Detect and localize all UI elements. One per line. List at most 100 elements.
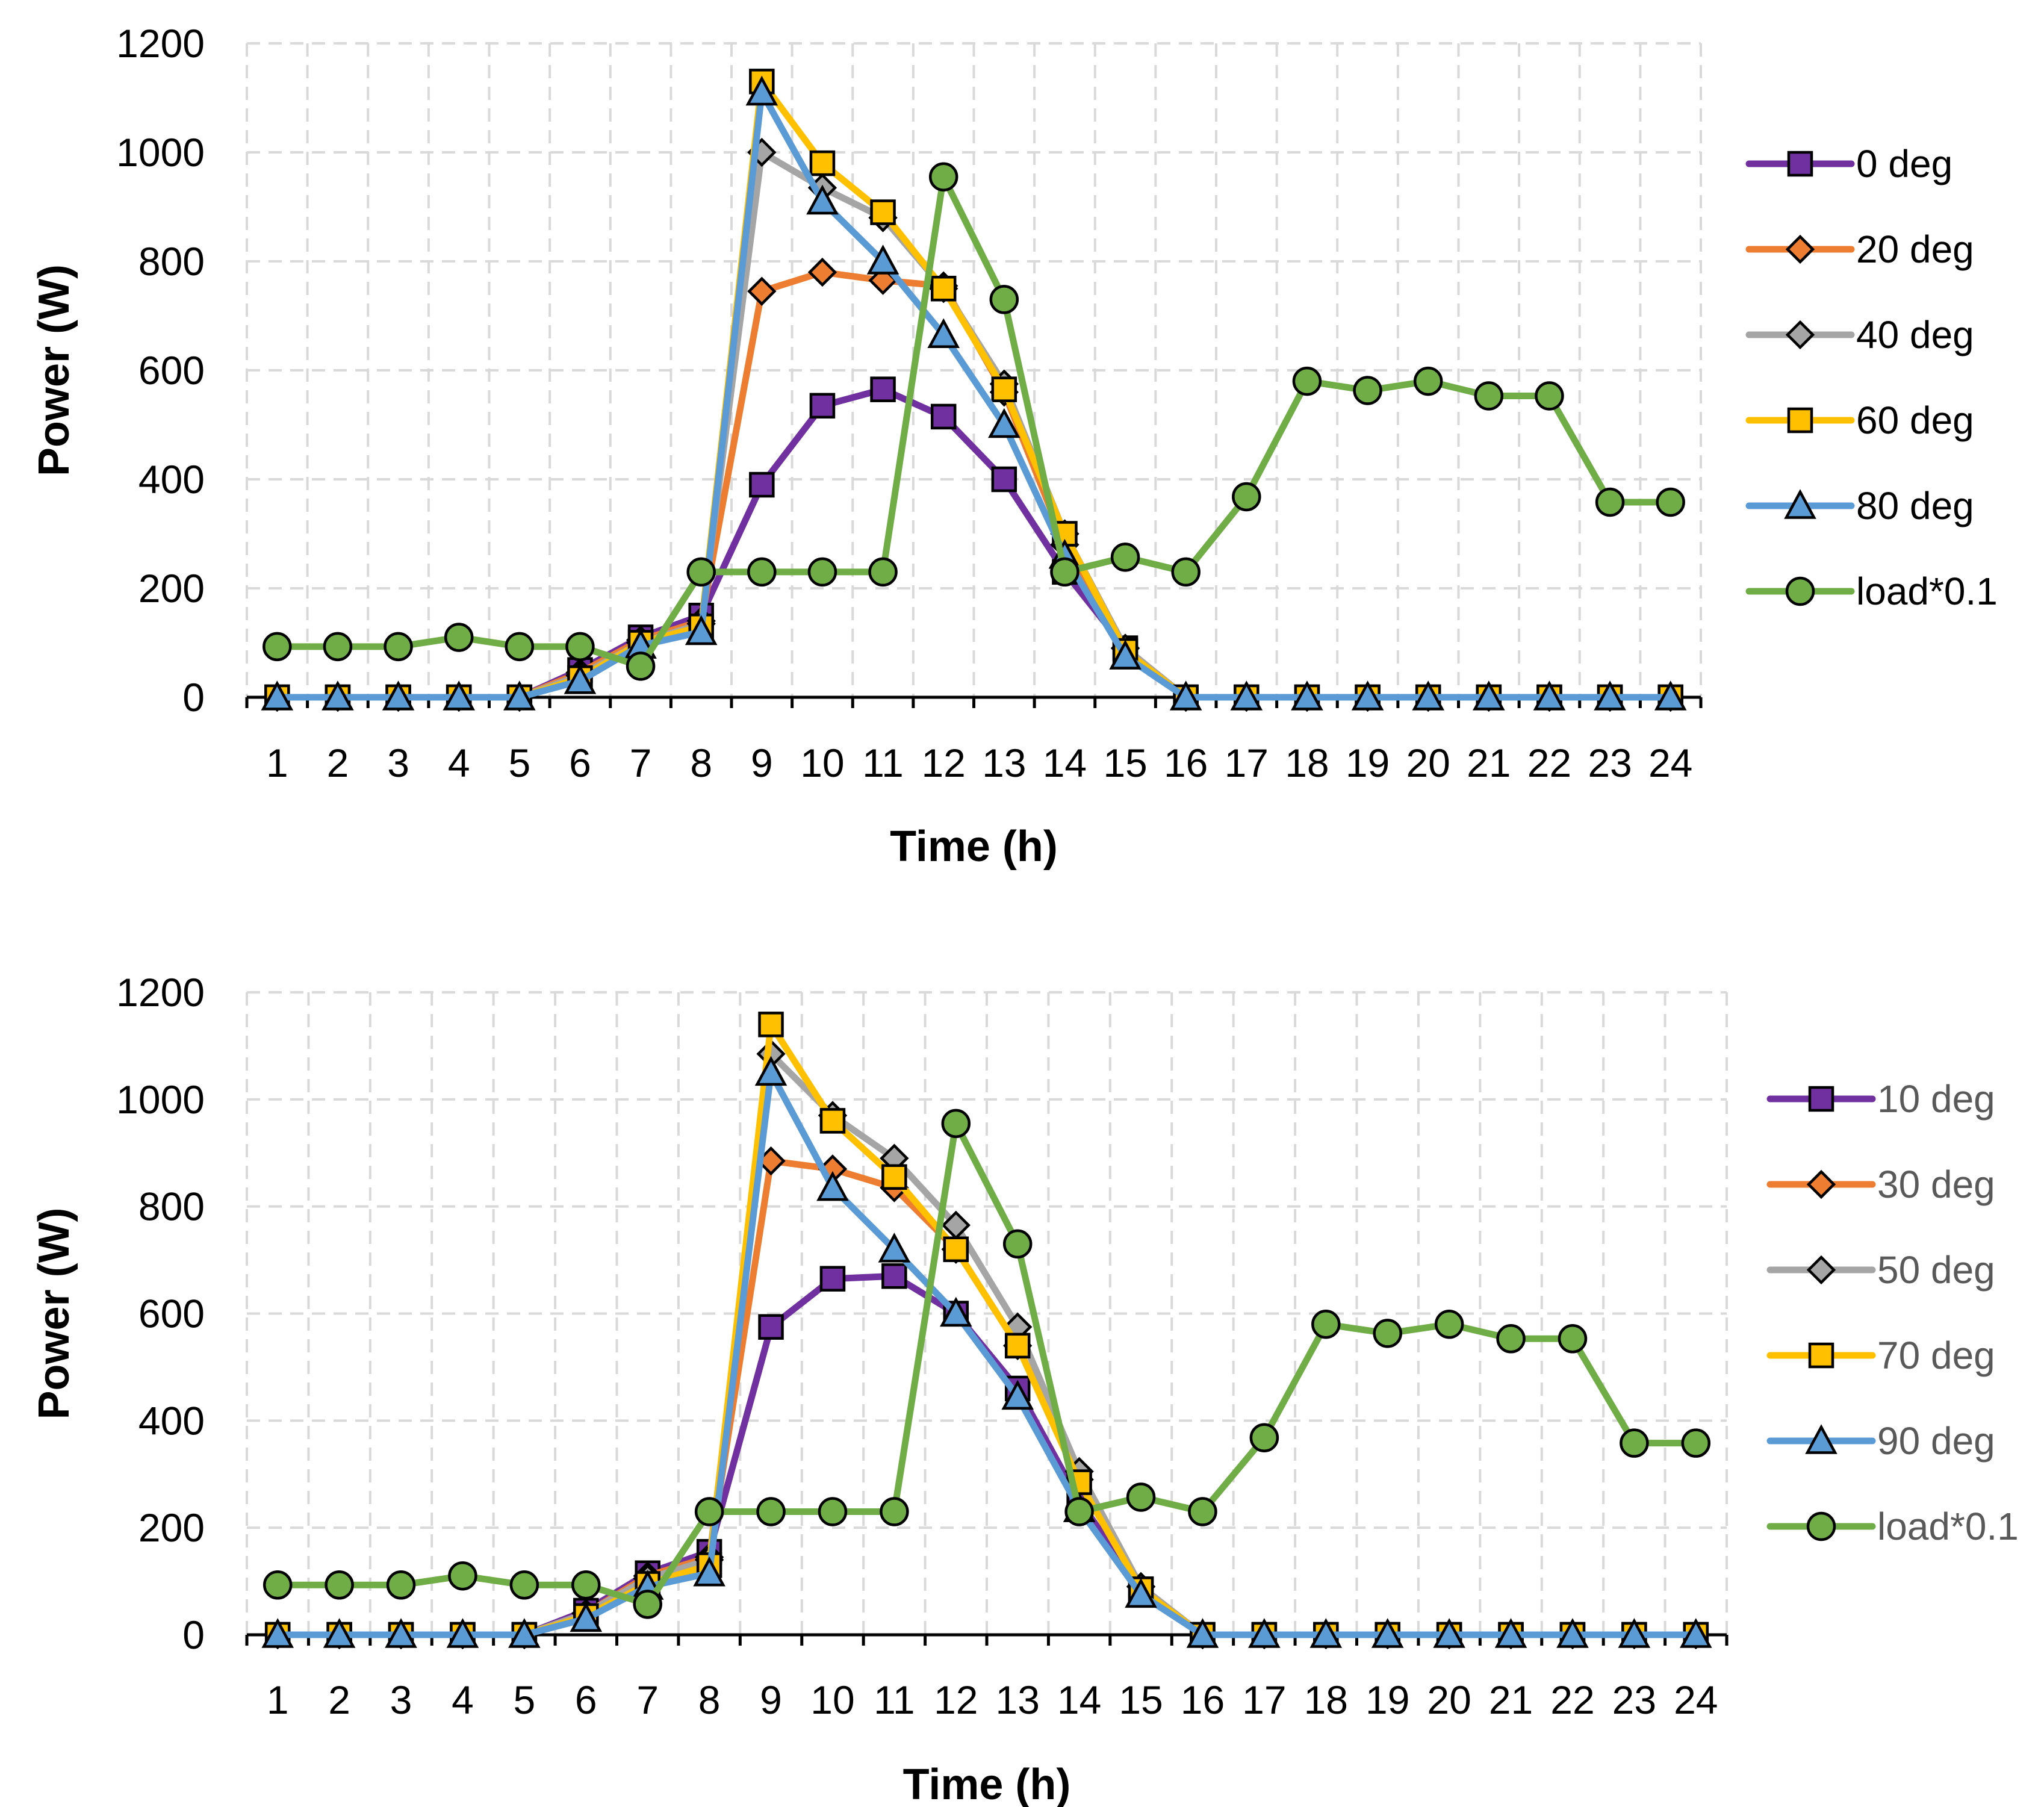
data-point[interactable] (1680, 1618, 1712, 1648)
data-point[interactable] (1249, 1423, 1279, 1453)
legend-swatch-marker[interactable] (1787, 407, 1813, 434)
data-point[interactable] (626, 652, 656, 681)
data-point[interactable] (693, 1557, 725, 1587)
legend-swatch-marker[interactable] (1785, 576, 1815, 606)
data-point[interactable] (323, 632, 353, 662)
data-point[interactable] (446, 1618, 479, 1648)
data-point[interactable] (685, 615, 718, 645)
legend-item[interactable]: 20 deg (1745, 228, 1974, 271)
data-point[interactable] (1109, 639, 1142, 670)
data-point[interactable] (1594, 680, 1626, 711)
data-point[interactable] (870, 199, 896, 225)
data-point[interactable] (818, 1497, 848, 1526)
data-point[interactable] (1656, 487, 1685, 517)
data-point[interactable] (1433, 1618, 1465, 1648)
data-point[interactable] (386, 1570, 416, 1600)
data-point[interactable] (503, 680, 536, 711)
data-point[interactable] (809, 150, 836, 176)
data-point[interactable] (1125, 1578, 1157, 1608)
data-point[interactable] (881, 1164, 907, 1190)
data-point[interactable] (881, 1263, 907, 1289)
data-point[interactable] (943, 1236, 969, 1263)
data-point[interactable] (565, 632, 595, 662)
data-point[interactable] (444, 623, 474, 652)
data-point[interactable] (1474, 381, 1504, 411)
data-point[interactable] (261, 1618, 294, 1648)
legend-swatch-marker[interactable] (1787, 151, 1813, 177)
data-point[interactable] (448, 1561, 477, 1591)
legend-item[interactable]: 30 deg (1766, 1163, 1995, 1206)
data-point[interactable] (1311, 1310, 1341, 1339)
data-point[interactable] (1351, 680, 1384, 711)
data-point[interactable] (1064, 1497, 1094, 1526)
legend-swatch-marker[interactable] (1808, 1086, 1834, 1112)
data-point[interactable] (1169, 680, 1202, 711)
data-point[interactable] (1353, 376, 1382, 405)
legend-swatch-marker[interactable] (1808, 1342, 1834, 1369)
data-point[interactable] (385, 1618, 417, 1648)
data-point[interactable] (564, 664, 597, 694)
legend-item[interactable]: 40 deg (1745, 313, 1974, 356)
data-point[interactable] (807, 257, 837, 287)
data-point[interactable] (1373, 1319, 1402, 1348)
data-point[interactable] (878, 1233, 911, 1263)
data-point[interactable] (754, 1056, 787, 1086)
data-point[interactable] (1494, 1618, 1527, 1648)
legend-swatch-marker[interactable] (1784, 489, 1816, 519)
data-point[interactable] (1292, 366, 1322, 396)
data-point[interactable] (505, 632, 535, 662)
data-point[interactable] (1654, 680, 1687, 711)
data-point[interactable] (1556, 1618, 1589, 1648)
data-point[interactable] (1186, 1618, 1219, 1648)
legend-swatch-marker[interactable] (1785, 320, 1815, 350)
data-point[interactable] (941, 1109, 971, 1139)
data-point[interactable] (633, 1590, 662, 1619)
data-point[interactable] (508, 1618, 541, 1648)
data-point[interactable] (991, 466, 1017, 493)
data-point[interactable] (1535, 381, 1564, 411)
data-point[interactable] (323, 1618, 356, 1648)
data-point[interactable] (1620, 1428, 1649, 1458)
data-point[interactable] (1473, 680, 1505, 711)
data-point[interactable] (1595, 487, 1625, 517)
legend-item[interactable]: 60 deg (1745, 399, 1974, 442)
data-point[interactable] (927, 318, 960, 348)
data-point[interactable] (1618, 1618, 1651, 1648)
legend-swatch-marker[interactable] (1806, 1511, 1836, 1541)
data-point[interactable] (1496, 1324, 1526, 1354)
data-point[interactable] (807, 557, 837, 587)
data-point[interactable] (382, 680, 415, 711)
data-point[interactable] (262, 1570, 293, 1600)
legend-item[interactable]: 10 deg (1766, 1077, 1995, 1121)
legend-item[interactable]: 90 deg (1766, 1419, 1995, 1463)
data-point[interactable] (866, 244, 899, 275)
data-point[interactable] (1110, 543, 1140, 572)
data-point[interactable] (262, 632, 292, 662)
legend-item[interactable]: 80 deg (1745, 484, 1974, 527)
data-point[interactable] (930, 403, 957, 430)
legend-item[interactable]: load*0.1 (1745, 570, 1998, 613)
legend-swatch-marker[interactable] (1806, 1255, 1836, 1285)
data-point[interactable] (747, 276, 777, 306)
data-point[interactable] (749, 471, 775, 498)
data-point[interactable] (758, 1012, 784, 1037)
data-point[interactable] (745, 75, 778, 106)
data-point[interactable] (819, 1108, 846, 1134)
data-point[interactable] (1126, 1482, 1156, 1512)
data-point[interactable] (756, 1497, 786, 1526)
legend-item[interactable]: 70 deg (1766, 1334, 1995, 1377)
data-point[interactable] (694, 1497, 724, 1526)
data-point[interactable] (1681, 1428, 1711, 1458)
data-point[interactable] (1050, 557, 1079, 587)
data-point[interactable] (1001, 1379, 1034, 1410)
data-point[interactable] (930, 276, 957, 302)
data-point[interactable] (988, 408, 1020, 438)
data-point[interactable] (1248, 1618, 1281, 1648)
data-point[interactable] (1004, 1333, 1031, 1359)
data-point[interactable] (1188, 1497, 1217, 1526)
data-point[interactable] (1434, 1310, 1464, 1339)
data-point[interactable] (1002, 1229, 1033, 1259)
data-point[interactable] (325, 1570, 354, 1600)
data-point[interactable] (940, 1296, 972, 1327)
data-point[interactable] (1412, 680, 1444, 711)
